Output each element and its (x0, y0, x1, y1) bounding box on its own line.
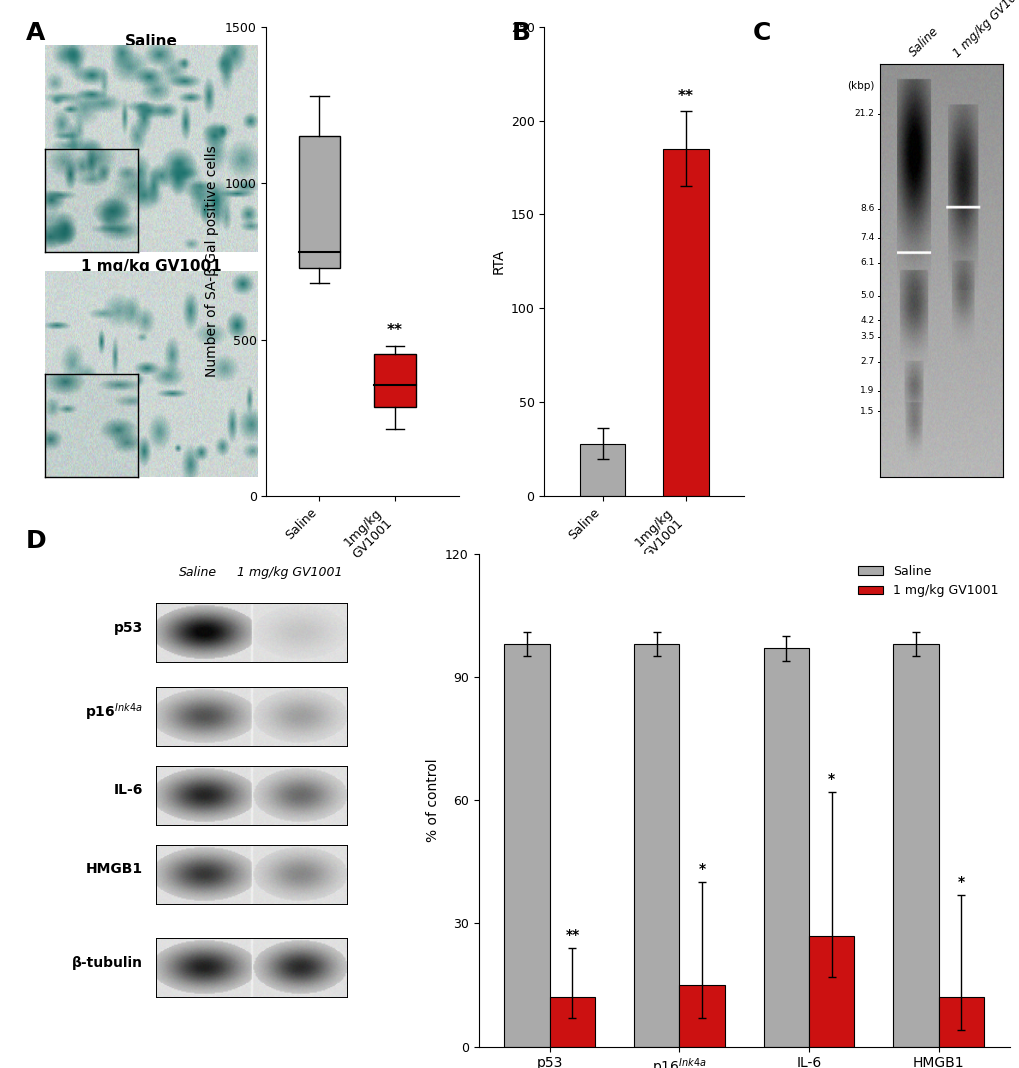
Text: 1 mg/kg GV1001: 1 mg/kg GV1001 (236, 566, 341, 579)
Text: B: B (512, 21, 531, 45)
Text: 8.6: 8.6 (859, 204, 873, 214)
Text: **: ** (386, 323, 403, 339)
Bar (299, 137, 339, 268)
Bar (893, 644, 937, 1047)
Text: 4.2: 4.2 (859, 316, 873, 325)
Text: 1 mg/kg GV1001: 1 mg/kg GV1001 (950, 0, 1019, 60)
Text: 1.5: 1.5 (859, 407, 873, 415)
Text: 5.0: 5.0 (859, 292, 873, 300)
Text: 7.4: 7.4 (859, 233, 873, 242)
Text: C: C (752, 21, 770, 45)
Text: **: ** (565, 928, 579, 942)
Text: β-tubulin: β-tubulin (71, 956, 143, 970)
Text: Saline: Saline (125, 34, 178, 49)
Text: **: ** (677, 89, 693, 104)
Bar (504, 644, 549, 1047)
Text: Saline: Saline (906, 25, 941, 60)
Text: p16$^{Ink4a}$: p16$^{Ink4a}$ (86, 701, 143, 722)
Text: HMGB1: HMGB1 (86, 862, 143, 876)
Legend: Saline, 1 mg/kg GV1001: Saline, 1 mg/kg GV1001 (852, 560, 1003, 602)
Text: IL-6: IL-6 (113, 783, 143, 798)
Text: p53: p53 (113, 621, 143, 634)
Bar (634, 644, 679, 1047)
Text: *: * (827, 772, 835, 786)
Bar (579, 443, 625, 496)
Text: 3.5: 3.5 (859, 332, 873, 342)
Y-axis label: RTA: RTA (491, 249, 504, 274)
Text: Saline: Saline (178, 566, 216, 579)
Bar (662, 148, 708, 496)
Y-axis label: Number of SA-β Gal positive cells: Number of SA-β Gal positive cells (205, 145, 219, 377)
Text: A: A (25, 21, 45, 45)
Y-axis label: % of control: % of control (425, 758, 439, 842)
Text: *: * (698, 862, 705, 876)
Text: 1 mg/kg GV1001: 1 mg/kg GV1001 (82, 260, 222, 274)
Bar (763, 648, 808, 1047)
Bar (374, 354, 416, 407)
Text: 2.7: 2.7 (859, 357, 873, 366)
Text: 1.9: 1.9 (859, 386, 873, 395)
Bar (808, 936, 854, 1047)
Text: 6.1: 6.1 (859, 258, 873, 267)
Text: D: D (25, 529, 46, 552)
Bar (549, 998, 594, 1047)
Bar (679, 985, 725, 1047)
Text: *: * (957, 875, 964, 889)
Bar (937, 998, 983, 1047)
Text: 21.2: 21.2 (854, 109, 873, 119)
Text: (kbp): (kbp) (846, 81, 873, 91)
